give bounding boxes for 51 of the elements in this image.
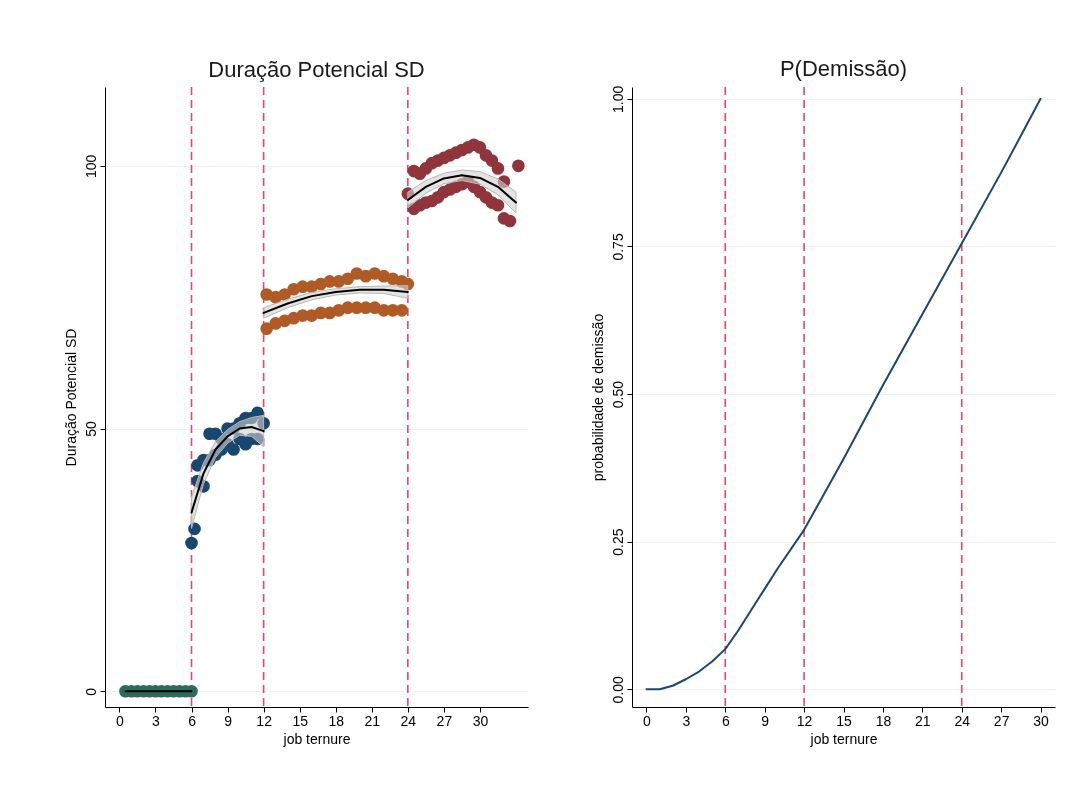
x-tick-label: 3 [682,712,691,729]
x-tick-label: 0 [116,712,125,729]
x-tick-label: 18 [875,712,892,729]
y-tick-label: 1.00 [609,85,626,113]
x-axis-title: job ternure [282,730,351,747]
x-tick-label: 6 [721,712,730,729]
point [227,443,240,456]
y-tick-label: 0.25 [609,528,626,556]
x-tick-label: 24 [954,712,971,729]
x-tick-label: 12 [256,712,273,729]
point [395,303,409,317]
point [341,272,355,286]
y-axis-title: Duração Potencial SD [62,328,79,467]
x-tick-label: 27 [436,712,453,729]
point [185,536,198,550]
point [491,198,505,212]
x-tick-label: 27 [993,712,1010,729]
y-tick-label: 0 [82,687,99,696]
point [503,214,517,228]
y-tick-label: 100 [82,154,99,178]
y-axis-title: probabilidade de demissão [589,313,606,482]
y-tick-label: 0.00 [609,675,626,704]
x-tick-label: 30 [1033,712,1050,729]
x-tick-label: 21 [364,712,381,729]
x-tick-label: 9 [224,712,233,729]
y-tick-label: 0.50 [609,380,626,409]
point [512,159,525,173]
x-axis-title: job ternure [809,730,878,747]
chart-title: P(Demissão) [779,56,908,82]
point [188,522,201,536]
x-tick-label: 12 [796,712,813,729]
x-tick-label: 15 [836,712,852,729]
point [260,322,273,336]
line-series [645,97,1042,691]
x-tick-label: 3 [152,712,161,729]
point [401,277,415,291]
x-tick-label: 9 [761,712,770,729]
x-tick-label: 15 [292,712,309,729]
x-tick-label: 21 [915,712,931,729]
point [257,416,270,430]
x-tick-label: 6 [188,712,197,729]
point [491,162,505,175]
x-tick-label: 24 [400,712,417,729]
x-tick-label: 18 [328,712,345,729]
x-tick-label: 0 [643,712,652,729]
y-tick-label: 0.75 [609,233,626,261]
point [497,175,511,188]
chart-title: Duração Potencial SD [208,57,425,83]
y-tick-label: 50 [82,421,99,437]
point [251,406,264,420]
x-tick-label: 30 [472,712,489,729]
